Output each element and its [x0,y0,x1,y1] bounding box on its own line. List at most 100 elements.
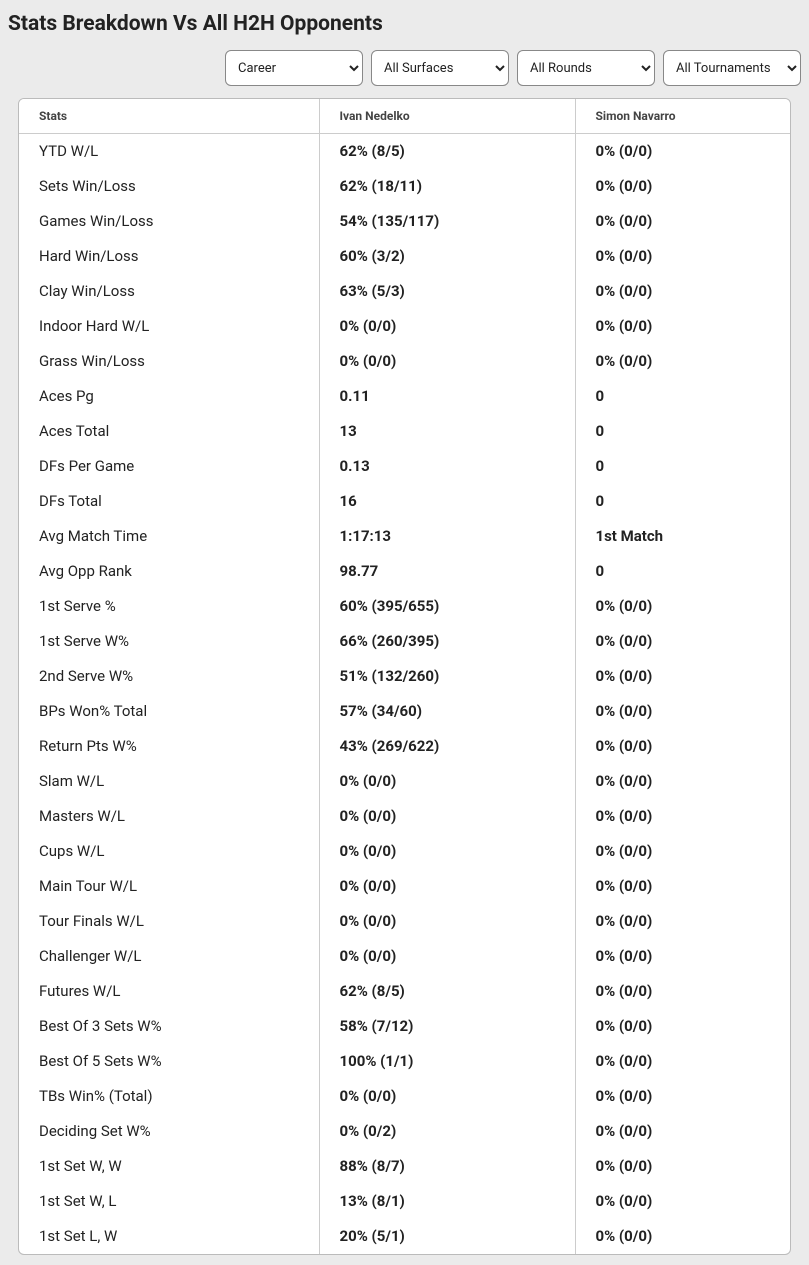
table-row: DFs Per Game0.130 [19,449,790,484]
stat-label: Cups W/L [19,834,319,869]
page-title: Stats Breakdown Vs All H2H Opponents [8,12,801,36]
stat-player2-value: 0% (0/0) [575,1009,790,1044]
stat-player2-value: 0% (0/0) [575,974,790,1009]
stat-player2-value: 0 [575,414,790,449]
table-row: Hard Win/Loss60% (3/2)0% (0/0) [19,239,790,274]
stat-player2-value: 1st Match [575,519,790,554]
table-row: 1st Set W, L13% (8/1)0% (0/0) [19,1184,790,1219]
col-player1: Ivan Nedelko [319,99,575,134]
stat-player1-value: 98.77 [319,554,575,589]
stat-player2-value: 0% (0/0) [575,869,790,904]
stat-player2-value: 0% (0/0) [575,309,790,344]
round-select[interactable]: All Rounds [517,50,655,86]
stat-player1-value: 60% (395/655) [319,589,575,624]
stat-player2-value: 0% (0/0) [575,274,790,309]
stat-label: Indoor Hard W/L [19,309,319,344]
table-row: Main Tour W/L0% (0/0)0% (0/0) [19,869,790,904]
stat-label: Avg Match Time [19,519,319,554]
stat-label: YTD W/L [19,134,319,169]
stat-player2-value: 0% (0/0) [575,1149,790,1184]
table-row: Aces Total130 [19,414,790,449]
stat-label: Deciding Set W% [19,1114,319,1149]
table-row: Slam W/L0% (0/0)0% (0/0) [19,764,790,799]
stat-player2-value: 0% (0/0) [575,834,790,869]
table-row: Clay Win/Loss63% (5/3)0% (0/0) [19,274,790,309]
table-row: Best Of 3 Sets W%58% (7/12)0% (0/0) [19,1009,790,1044]
stat-player2-value: 0% (0/0) [575,239,790,274]
stats-table-container: Stats Ivan Nedelko Simon Navarro YTD W/L… [18,98,791,1255]
stat-player1-value: 0% (0/0) [319,869,575,904]
stat-player1-value: 13 [319,414,575,449]
stat-player1-value: 1:17:13 [319,519,575,554]
stat-label: BPs Won% Total [19,694,319,729]
stat-player1-value: 62% (8/5) [319,974,575,1009]
stat-label: Avg Opp Rank [19,554,319,589]
stat-player1-value: 43% (269/622) [319,729,575,764]
stat-label: Sets Win/Loss [19,169,319,204]
col-stats: Stats [19,99,319,134]
table-row: Futures W/L62% (8/5)0% (0/0) [19,974,790,1009]
stat-player1-value: 0% (0/0) [319,764,575,799]
stat-label: Best Of 5 Sets W% [19,1044,319,1079]
stat-player1-value: 0% (0/0) [319,344,575,379]
table-row: Cups W/L0% (0/0)0% (0/0) [19,834,790,869]
stat-player2-value: 0% (0/0) [575,1044,790,1079]
table-row: Challenger W/L0% (0/0)0% (0/0) [19,939,790,974]
filter-bar: Career All Surfaces All Rounds All Tourn… [8,50,801,86]
stat-label: Return Pts W% [19,729,319,764]
stat-label: Slam W/L [19,764,319,799]
col-player2: Simon Navarro [575,99,790,134]
table-row: Games Win/Loss54% (135/117)0% (0/0) [19,204,790,239]
table-row: Deciding Set W%0% (0/2)0% (0/0) [19,1114,790,1149]
stat-player1-value: 57% (34/60) [319,694,575,729]
stat-player1-value: 0.11 [319,379,575,414]
table-row: Indoor Hard W/L0% (0/0)0% (0/0) [19,309,790,344]
stat-label: Futures W/L [19,974,319,1009]
stat-player1-value: 62% (18/11) [319,169,575,204]
stat-player1-value: 58% (7/12) [319,1009,575,1044]
stat-player2-value: 0% (0/0) [575,169,790,204]
surface-select[interactable]: All Surfaces [371,50,509,86]
stat-player1-value: 0% (0/0) [319,799,575,834]
stat-player2-value: 0% (0/0) [575,694,790,729]
table-row: TBs Win% (Total)0% (0/0)0% (0/0) [19,1079,790,1114]
stat-label: Tour Finals W/L [19,904,319,939]
stat-player2-value: 0% (0/0) [575,344,790,379]
table-row: Best Of 5 Sets W%100% (1/1)0% (0/0) [19,1044,790,1079]
table-row: YTD W/L62% (8/5)0% (0/0) [19,134,790,169]
table-row: Grass Win/Loss0% (0/0)0% (0/0) [19,344,790,379]
stat-player2-value: 0% (0/0) [575,1184,790,1219]
table-row: 1st Serve W%66% (260/395)0% (0/0) [19,624,790,659]
career-select[interactable]: Career [225,50,363,86]
stat-player1-value: 0% (0/0) [319,904,575,939]
table-row: 2nd Serve W%51% (132/260)0% (0/0) [19,659,790,694]
stat-player1-value: 0% (0/0) [319,834,575,869]
table-row: Avg Match Time1:17:131st Match [19,519,790,554]
tournament-select[interactable]: All Tournaments [663,50,801,86]
stat-label: Games Win/Loss [19,204,319,239]
stat-player2-value: 0 [575,379,790,414]
stat-player1-value: 54% (135/117) [319,204,575,239]
table-row: Masters W/L0% (0/0)0% (0/0) [19,799,790,834]
stat-label: Hard Win/Loss [19,239,319,274]
stat-player2-value: 0 [575,554,790,589]
stat-label: TBs Win% (Total) [19,1079,319,1114]
stat-label: Best Of 3 Sets W% [19,1009,319,1044]
table-row: 1st Set W, W88% (8/7)0% (0/0) [19,1149,790,1184]
stat-player2-value: 0% (0/0) [575,799,790,834]
stat-player1-value: 0% (0/0) [319,939,575,974]
stat-player1-value: 88% (8/7) [319,1149,575,1184]
stat-player1-value: 51% (132/260) [319,659,575,694]
stat-label: DFs Per Game [19,449,319,484]
table-row: 1st Serve %60% (395/655)0% (0/0) [19,589,790,624]
stat-player2-value: 0% (0/0) [575,134,790,169]
table-row: Avg Opp Rank98.770 [19,554,790,589]
stat-player1-value: 0% (0/2) [319,1114,575,1149]
table-row: 1st Set L, W20% (5/1)0% (0/0) [19,1219,790,1254]
stat-player1-value: 0.13 [319,449,575,484]
stat-player1-value: 0% (0/0) [319,1079,575,1114]
stat-label: Masters W/L [19,799,319,834]
stat-player2-value: 0% (0/0) [575,1079,790,1114]
stat-label: 2nd Serve W% [19,659,319,694]
table-row: Aces Pg0.110 [19,379,790,414]
